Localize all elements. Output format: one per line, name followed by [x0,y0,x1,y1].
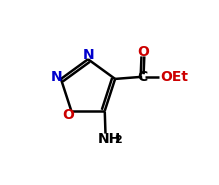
Text: 2: 2 [114,135,122,145]
Text: O: O [137,45,149,59]
Text: OEt: OEt [160,70,188,84]
Text: N: N [51,70,62,85]
Text: N: N [83,48,95,62]
Text: C: C [137,70,147,84]
Text: NH: NH [98,132,121,146]
Text: O: O [62,108,74,122]
